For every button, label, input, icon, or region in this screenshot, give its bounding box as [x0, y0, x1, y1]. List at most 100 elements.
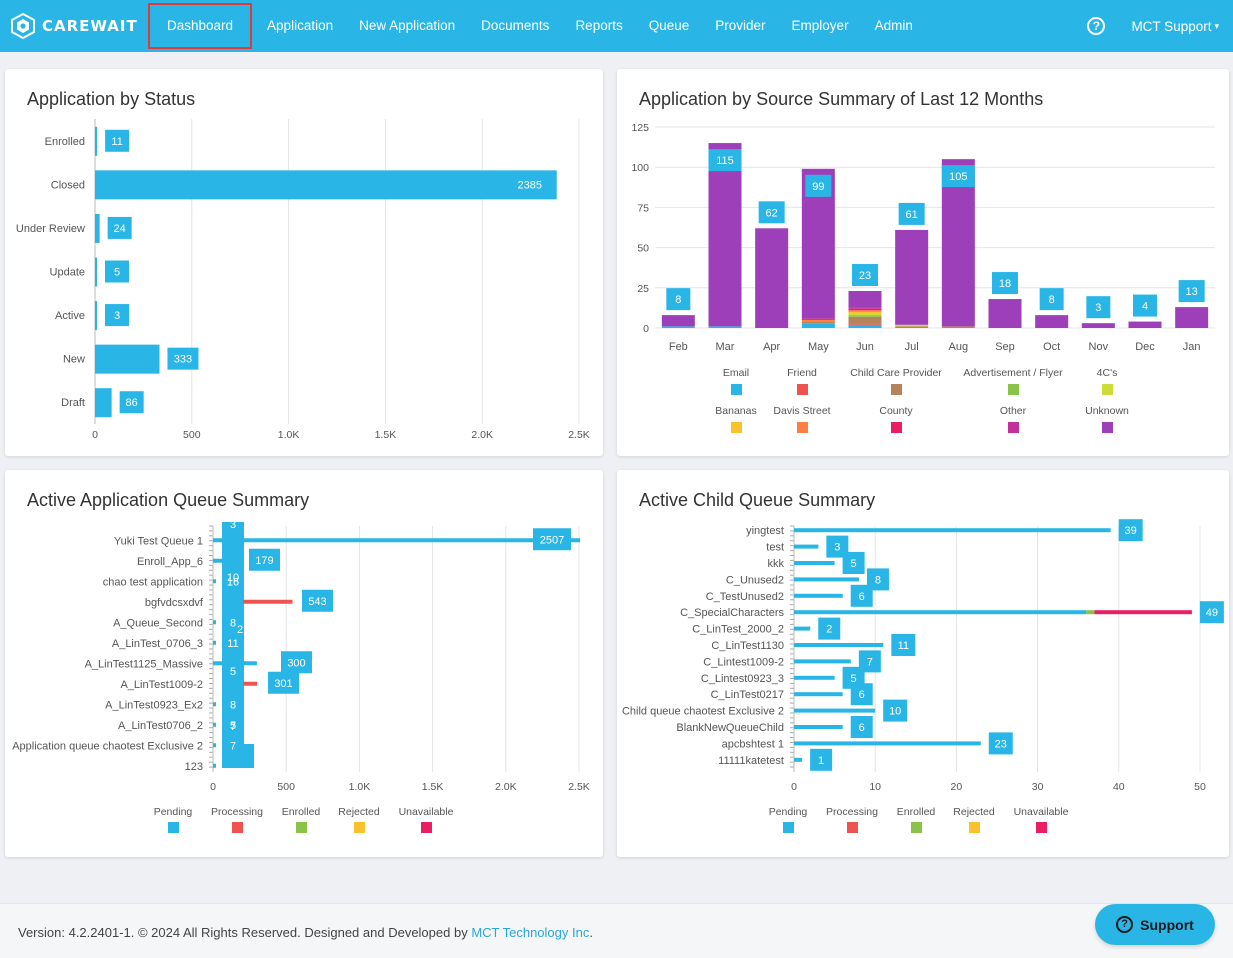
nav-item-employer[interactable]: Employer — [791, 18, 849, 33]
label-cluster-column — [222, 522, 244, 768]
status-bar-closed — [95, 170, 557, 200]
bar-value-label: 5 — [230, 720, 236, 732]
bar-total-label-box — [805, 174, 832, 197]
queue-bar-pending — [213, 538, 581, 543]
legend-label: Davis Street — [773, 405, 830, 417]
queue-bar-pending — [213, 702, 216, 707]
bar-value-label: 11 — [898, 640, 909, 652]
bar-value-label-box — [533, 528, 571, 551]
legend-swatch — [421, 822, 432, 833]
bar-value-label: 6 — [859, 689, 865, 701]
nav-item-new-application[interactable]: New Application — [359, 18, 456, 33]
support-button[interactable]: ? Support — [1095, 904, 1215, 945]
y-tick-label: 50 — [637, 243, 649, 255]
bar-value-label: 179 — [255, 555, 273, 567]
card-title: Active Child Queue Summary — [639, 490, 876, 510]
bar-total-label: 115 — [716, 155, 734, 167]
bar-value-label-box — [119, 391, 144, 414]
bar-value-label-box — [105, 260, 129, 283]
source-bar-segment — [895, 326, 929, 328]
y-category-label: A_LinTest_0706_3 — [112, 638, 203, 650]
bar-value-label: 8 — [230, 699, 236, 711]
nav-item-queue[interactable]: Queue — [648, 18, 690, 33]
bar-value-label: 543 — [308, 596, 326, 608]
question-circle-icon[interactable]: ? — [1087, 17, 1106, 35]
bar-value-label: 1 — [818, 755, 824, 767]
x-category-label: Feb — [669, 341, 688, 353]
legend-label: Rejected — [953, 806, 995, 818]
top-navbar: CAREWAIT Dashboard Application New Applica… — [0, 0, 1233, 52]
user-menu-label: MCT Support — [1131, 18, 1212, 34]
bar-value-label: 7 — [230, 740, 236, 752]
child-queue-chart: 0 10 20 30 40 50 yingtest 39 test 3 kkk 5 C_Unused2 8… — [622, 519, 1224, 833]
nav-item-dashboard[interactable]: Dashboard — [148, 3, 253, 49]
queue-bar-pending — [794, 675, 835, 680]
card-active-application-queue: Active Application Queue Summary 0 500 1.0… — [5, 470, 603, 857]
bar-total-label: 8 — [1049, 294, 1055, 306]
status-bar-under-review — [95, 213, 100, 243]
bar-value-label-box — [988, 732, 1013, 755]
y-category-label: Yuki Test Queue 1 — [114, 535, 203, 547]
queue-bar-enrolled — [1086, 610, 1095, 615]
nav-item-reports[interactable]: Reports — [575, 18, 623, 33]
queue-bar-pending — [794, 708, 876, 713]
y-category-label: A_LinTest0923_Ex2 — [105, 699, 203, 711]
legend-swatch — [731, 422, 742, 433]
source-bar-segment — [848, 307, 882, 309]
bar-value-label: 11 — [227, 638, 238, 650]
queue-bar-pending — [213, 722, 216, 727]
bar-value-label: 3 — [834, 542, 840, 554]
nav-item-admin[interactable]: Admin — [874, 18, 913, 33]
bar-total-label-box — [898, 202, 925, 225]
source-bar-segment — [848, 316, 882, 324]
bar-total-label: 13 — [1186, 286, 1198, 298]
x-tick-label: 2.0K — [471, 429, 493, 441]
y-category-label: BlankNewQueueChild — [676, 722, 784, 734]
source-bar-segment — [708, 326, 742, 328]
x-tick-label: 2.5K — [568, 781, 590, 793]
footer-company-link[interactable]: MCT Technology Inc — [471, 925, 590, 940]
queue-bar-pending — [213, 640, 216, 645]
bar-value-label: 5 — [851, 558, 857, 570]
legend-label: Email — [723, 367, 749, 379]
nav-item-provider[interactable]: Provider — [715, 18, 766, 33]
y-category-label: A_Queue_Second — [113, 617, 203, 629]
app-queue-chart: 0 500 1.0K 1.5K 2.0K 2.5K Yuki Test Queue 1 250… — [12, 519, 590, 833]
legend-label: 4C's — [1097, 367, 1118, 379]
legend-label: Bananas — [715, 405, 756, 417]
queue-bar-pending — [794, 528, 1111, 533]
queue-bar-pending — [794, 741, 981, 746]
support-label: Support — [1140, 916, 1194, 933]
bar-value-label: 39 — [1125, 525, 1137, 537]
legend-label: Other — [1000, 405, 1027, 417]
y-category-label: C_LinTest0217 — [711, 689, 784, 701]
bar-value-label-box — [281, 651, 312, 674]
nav-item-documents[interactable]: Documents — [481, 18, 550, 33]
bar-total-label: 62 — [766, 207, 778, 219]
queue-bar-processing — [243, 681, 258, 686]
bar-value-label: 5 — [851, 673, 857, 685]
legend-swatch — [1102, 384, 1113, 395]
y-category-label: test — [766, 542, 784, 554]
brand[interactable]: CAREWAIT — [10, 13, 138, 39]
y-category-label: A_LinTest1125_Massive — [85, 658, 203, 670]
user-menu[interactable]: MCT Support ▾ — [1131, 19, 1219, 34]
carewait-logo-icon — [11, 13, 35, 39]
source-bar-segment — [895, 229, 929, 325]
y-category-label: kkk — [768, 558, 785, 570]
queue-bar-pending — [794, 610, 1087, 615]
bar-value-label-box — [1199, 601, 1224, 624]
source-bar-segment — [801, 321, 835, 324]
nav-item-application[interactable]: Application — [267, 18, 334, 33]
bar-total-label-box — [941, 165, 975, 188]
bar-total-label: 23 — [859, 270, 871, 282]
bar-value-label-box — [510, 173, 549, 196]
x-category-label: Jan — [1183, 341, 1201, 353]
x-tick-label: 0 — [791, 781, 797, 793]
card-application-by-source: Application by Source Summary of Last 12… — [617, 69, 1229, 456]
bar-total-label-box — [992, 272, 1018, 295]
bar-value-label: 6 — [859, 591, 865, 603]
y-category-label: chao test application — [103, 576, 203, 588]
queue-bar-pending — [213, 743, 216, 748]
legend-label: Friend — [787, 367, 817, 379]
